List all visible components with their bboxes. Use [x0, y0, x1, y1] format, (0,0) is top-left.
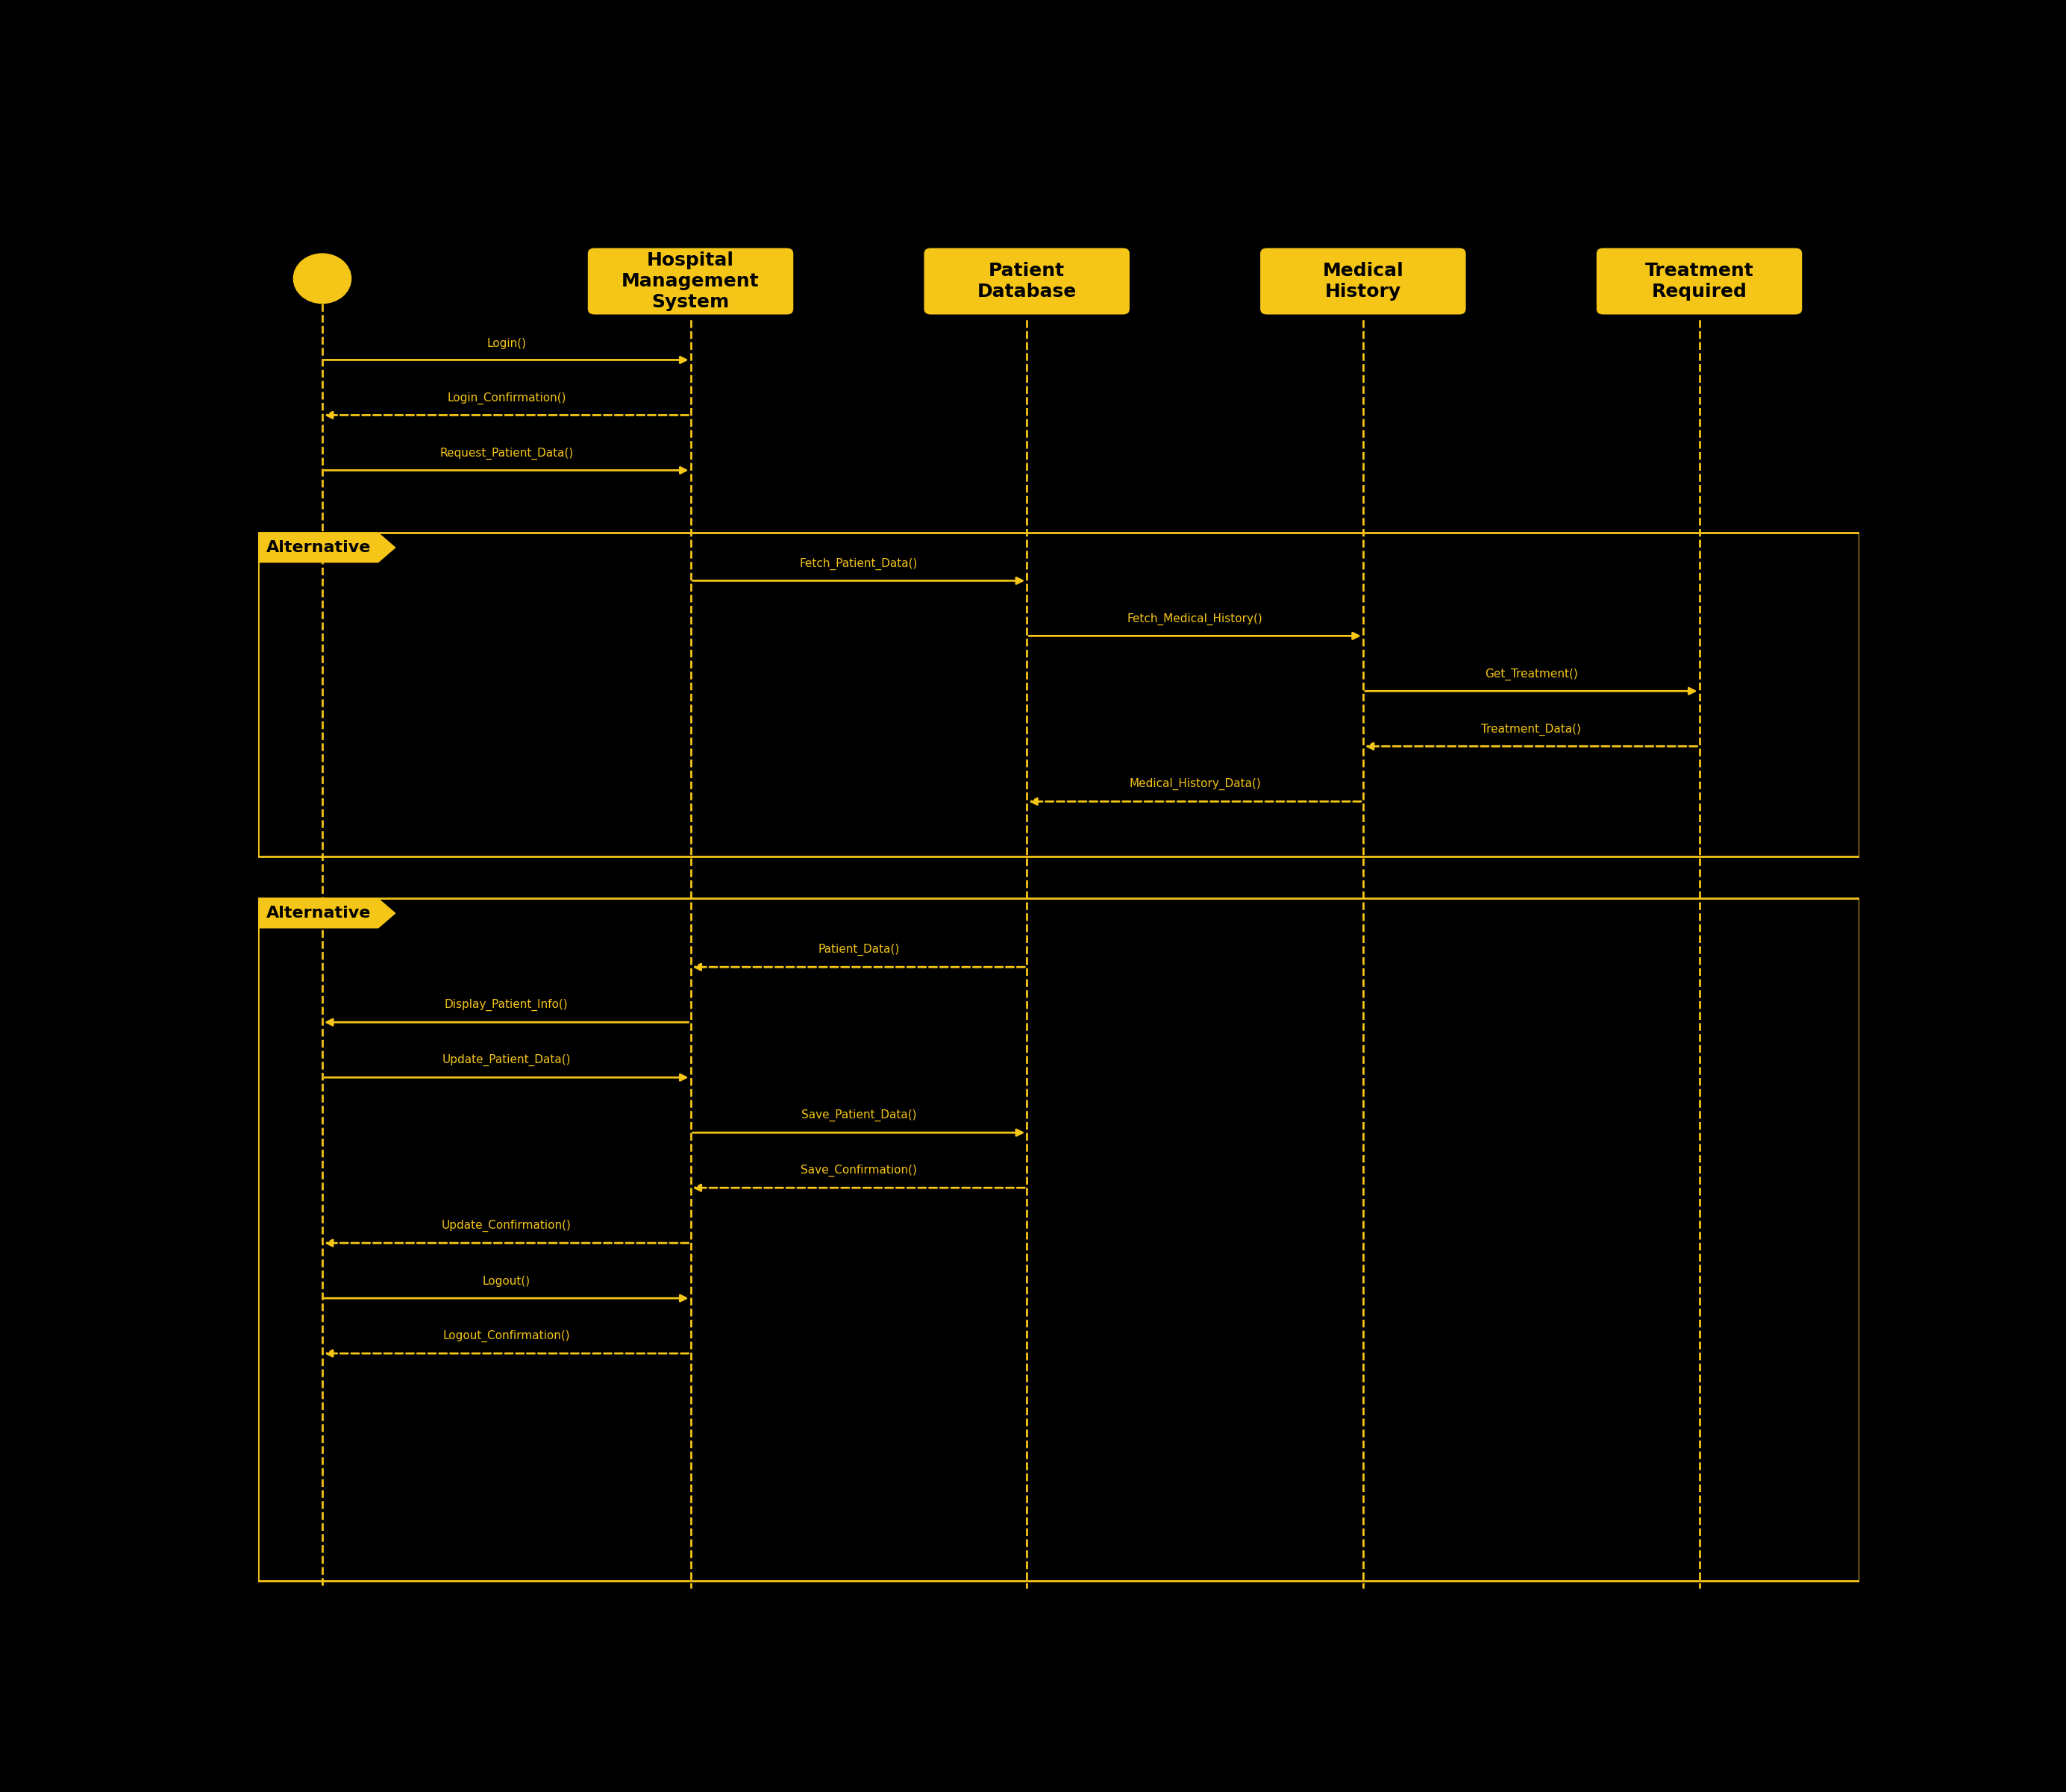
Text: Alternative: Alternative: [267, 539, 370, 556]
Text: Treatment
Required: Treatment Required: [1645, 262, 1754, 301]
Text: Medical_History_Data(): Medical_History_Data(): [1128, 778, 1260, 790]
Text: Save_Confirmation(): Save_Confirmation(): [800, 1165, 917, 1177]
Text: Logout_Confirmation(): Logout_Confirmation(): [442, 1330, 570, 1342]
Text: Fetch_Patient_Data(): Fetch_Patient_Data(): [800, 557, 917, 570]
Polygon shape: [258, 898, 397, 928]
Text: Hospital
Management
System: Hospital Management System: [622, 251, 760, 312]
Polygon shape: [258, 532, 397, 563]
Text: Treatment_Data(): Treatment_Data(): [1481, 724, 1580, 735]
Text: Fetch_Medical_History(): Fetch_Medical_History(): [1128, 613, 1262, 625]
Text: Patient_Data(): Patient_Data(): [818, 944, 899, 955]
Circle shape: [293, 254, 351, 303]
Text: Logout(): Logout(): [483, 1276, 531, 1287]
Bar: [258, 898, 1859, 1581]
Text: Medical
History: Medical History: [1322, 262, 1403, 301]
Text: Display_Patient_Info(): Display_Patient_Info(): [444, 1000, 568, 1011]
Text: Update_Confirmation(): Update_Confirmation(): [442, 1220, 572, 1231]
FancyBboxPatch shape: [924, 247, 1130, 315]
FancyBboxPatch shape: [1595, 247, 1804, 315]
Text: Update_Patient_Data(): Update_Patient_Data(): [442, 1054, 570, 1066]
Text: Request_Patient_Data(): Request_Patient_Data(): [440, 448, 572, 459]
Text: Save_Patient_Data(): Save_Patient_Data(): [802, 1109, 917, 1122]
Text: Patient
Database: Patient Database: [977, 262, 1076, 301]
Bar: [258, 532, 1859, 857]
Text: Login_Confirmation(): Login_Confirmation(): [446, 392, 566, 403]
Text: Get_Treatment(): Get_Treatment(): [1485, 668, 1578, 679]
Text: Alternative: Alternative: [267, 905, 370, 921]
FancyBboxPatch shape: [1258, 247, 1467, 315]
Text: Login(): Login(): [488, 337, 527, 349]
FancyBboxPatch shape: [587, 247, 795, 315]
